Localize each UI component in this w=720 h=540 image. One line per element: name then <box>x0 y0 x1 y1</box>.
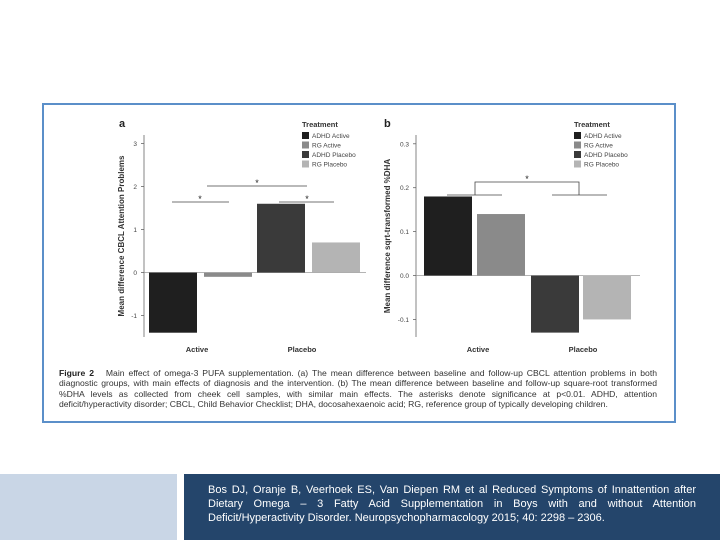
bar-adhd-active <box>424 196 472 276</box>
legend-swatch <box>302 151 309 158</box>
legend-swatch <box>302 160 309 168</box>
bar-adhd-placebo <box>531 275 579 333</box>
bar-adhd-placebo <box>257 203 305 273</box>
y-tick-label: 0.2 <box>400 185 409 192</box>
legend-label: ADHD Placebo <box>584 152 628 159</box>
legend-title: Treatment <box>574 120 610 129</box>
y-tick-label: 2 <box>133 184 137 191</box>
legend-swatch <box>574 141 581 149</box>
citation-text: Bos DJ, Oranje B, Veerhoek ES, Van Diepe… <box>208 484 696 524</box>
panel-label: a <box>119 118 126 130</box>
bottom-left-accent <box>0 474 177 540</box>
caption-text: Main effect of omega-3 PUFA supplementat… <box>59 368 657 410</box>
category-label: Active <box>467 345 490 354</box>
legend-swatch <box>302 141 309 149</box>
legend-label: ADHD Active <box>584 133 622 140</box>
legend-swatch <box>574 151 581 158</box>
legend-label: ADHD Active <box>312 133 350 140</box>
y-tick-label: 0.0 <box>400 273 409 280</box>
legend-swatch <box>574 160 581 168</box>
figure-chart: a -1 0 1 2 3 Mean difference CBCL Attention Pr… <box>117 118 640 354</box>
legend-swatch <box>302 132 309 139</box>
category-label: Placebo <box>569 345 598 354</box>
significance-bracket <box>474 181 580 195</box>
legend-label: RG Active <box>312 143 341 150</box>
significance-star: * <box>525 174 529 184</box>
y-axis-label: Mean difference sqrt-transformed %DHA <box>383 159 392 313</box>
figure-frame: a -1 0 1 2 3 Mean difference CBCL Attention Pr… <box>42 103 676 423</box>
y-tick-label: 0.1 <box>400 229 409 236</box>
legend-label: RG Placebo <box>312 162 347 169</box>
panel-label: b <box>384 118 391 130</box>
y-tick-label: 3 <box>133 141 137 148</box>
significance-star: * <box>255 178 259 188</box>
y-tick-label: 0.3 <box>400 141 409 148</box>
legend-title: Treatment <box>302 120 338 129</box>
y-tick-label: -1 <box>131 313 137 320</box>
legend-label: ADHD Placebo <box>312 152 356 159</box>
bar-adhd-active <box>149 272 197 333</box>
legend-swatch <box>574 132 581 139</box>
bar-rg-placebo <box>312 242 360 273</box>
caption-label: Figure 2 <box>59 368 94 378</box>
significance-star: * <box>305 194 309 204</box>
significance-star: * <box>198 194 202 204</box>
figure-caption: Figure 2 Main effect of omega-3 PUFA sup… <box>59 368 657 410</box>
bar-rg-active <box>204 272 252 277</box>
legend-label: RG Placebo <box>584 162 619 169</box>
y-tick-label: 0 <box>133 270 137 277</box>
y-axis-label: Mean difference CBCL Attention Problems <box>117 155 126 316</box>
legend-label: RG Active <box>584 143 613 150</box>
y-tick-label: 1 <box>133 227 137 234</box>
citation-bar: Bos DJ, Oranje B, Veerhoek ES, Van Diepe… <box>184 474 720 540</box>
bar-rg-placebo <box>583 275 631 320</box>
category-label: Placebo <box>288 345 317 354</box>
y-tick-label: -0.1 <box>398 317 410 324</box>
category-label: Active <box>186 345 209 354</box>
bar-rg-active <box>477 214 525 276</box>
